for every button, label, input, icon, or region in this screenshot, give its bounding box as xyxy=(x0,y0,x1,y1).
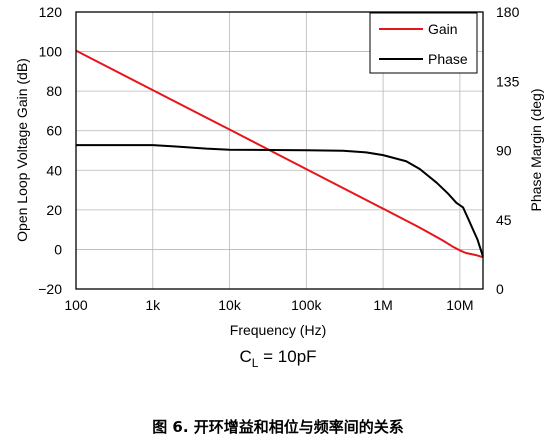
y-tick-label-right: 0 xyxy=(496,281,504,297)
condition-subscript: L xyxy=(252,356,259,370)
x-tick-label: 1M xyxy=(373,297,392,313)
y-tick-label-right: 135 xyxy=(496,73,520,89)
grid xyxy=(75,11,483,290)
y-tick-label-left: 80 xyxy=(46,83,62,99)
legend-label-phase: Phase xyxy=(428,51,468,67)
series-line-phase xyxy=(76,144,484,257)
y-tick-label-left: 0 xyxy=(54,241,62,257)
y-tick-label-right: 90 xyxy=(496,143,512,159)
series-layer xyxy=(75,49,484,259)
x-tick-label: 100k xyxy=(291,297,322,313)
y-tick-label-right: 45 xyxy=(496,212,512,228)
y-tick-label-left: 100 xyxy=(39,44,63,60)
figure-caption: 图 6. 开环增益和相位与频率间的关系 xyxy=(152,418,404,436)
legend: Gain Phase xyxy=(369,12,478,74)
legend-label-gain: Gain xyxy=(428,21,458,37)
legend-box xyxy=(369,12,478,74)
y-tick-label-left: 20 xyxy=(46,202,62,218)
x-tick-label: 100 xyxy=(64,297,88,313)
y-tick-label-right: 180 xyxy=(496,4,520,20)
y-tick-label-left: 120 xyxy=(39,4,63,20)
y-tick-label-left: 40 xyxy=(46,162,62,178)
x-tick-label: 10M xyxy=(446,297,473,313)
tick-labels: 100 1k 10k 100k 1M 10M −20 0 20 40 60 80 100 120 0 45 90… xyxy=(38,4,519,313)
load-condition: CL = 10pF xyxy=(239,347,316,370)
y-axis-title-right: Phase Margin (deg) xyxy=(528,89,544,212)
plot-frame xyxy=(75,11,484,290)
y-axis-title-left: Open Loop Voltage Gain (dB) xyxy=(14,58,30,242)
y-tick-label-left: −20 xyxy=(38,281,62,297)
x-axis-title: Frequency (Hz) xyxy=(230,322,326,338)
condition-value: = 10pF xyxy=(258,347,316,366)
x-tick-label: 1k xyxy=(145,297,161,313)
series-line-gain xyxy=(75,49,484,259)
condition-symbol: C xyxy=(239,347,251,366)
y-tick-label-left: 60 xyxy=(46,123,62,139)
x-tick-label: 10k xyxy=(218,297,242,313)
